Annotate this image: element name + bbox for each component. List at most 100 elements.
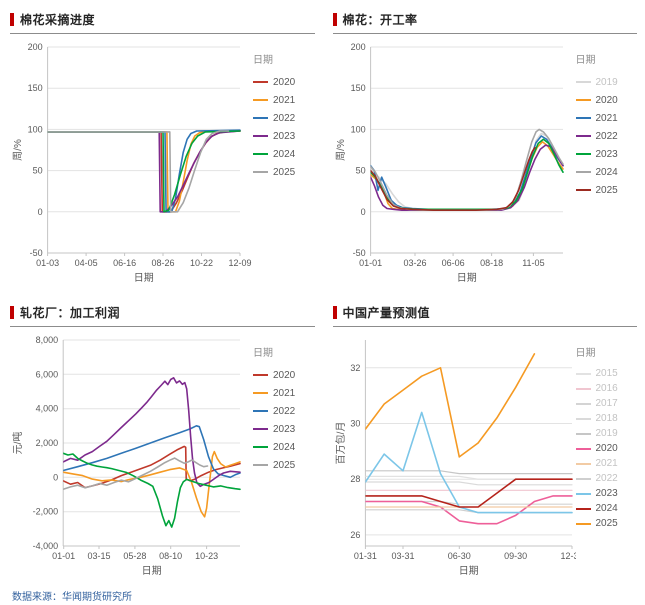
legend-swatch xyxy=(575,492,591,495)
legend-item-2021: 2021 xyxy=(253,91,313,109)
legend-label: 2024 xyxy=(595,503,618,514)
svg-text:150: 150 xyxy=(28,83,43,93)
svg-text:01-03: 01-03 xyxy=(36,258,59,268)
svg-text:-50: -50 xyxy=(352,248,365,258)
legend-item-2017: 2017 xyxy=(575,396,636,411)
chart-title: 棉花：开工率 xyxy=(342,13,418,27)
legend-item-2025: 2025 xyxy=(253,456,313,474)
series-line-2021 xyxy=(370,135,564,211)
svg-text:11-05: 11-05 xyxy=(522,258,544,268)
svg-text:32: 32 xyxy=(350,363,360,373)
chart-legend: 日期 2019 2020 2021 2022 2023 2024 2025 xyxy=(575,37,636,287)
svg-text:2,000: 2,000 xyxy=(36,438,59,448)
legend-swatch xyxy=(575,387,591,390)
legend-label: 2015 xyxy=(595,368,618,379)
series-line-2021 xyxy=(63,450,241,518)
legend-label: 2025 xyxy=(595,184,618,196)
panel-title-row: 中国产量预测值 xyxy=(332,301,637,327)
svg-text:元/吨: 元/吨 xyxy=(11,432,24,455)
legend-label: 2022 xyxy=(595,473,618,484)
legend-label: 2024 xyxy=(595,166,618,178)
legend-swatch xyxy=(575,135,591,137)
legend-label: 2020 xyxy=(595,94,618,106)
series-line-2018 xyxy=(364,481,573,486)
panel-title-row: 轧花厂：加工利润 xyxy=(10,301,315,327)
legend-swatch xyxy=(575,402,591,405)
series-line-2022 xyxy=(370,144,564,211)
legend-swatch xyxy=(253,446,268,448)
chart-title: 中国产量预测值 xyxy=(342,306,431,320)
line-chart: 26 28 30 32 01-31 03-31 06-30 09-30 12-31 日期 百万包/月 xyxy=(334,340,576,577)
legend-swatch xyxy=(575,81,591,83)
legend-item-2015: 2015 xyxy=(575,366,636,381)
svg-text:200: 200 xyxy=(350,42,365,52)
svg-text:10-23: 10-23 xyxy=(195,551,218,561)
legend-swatch xyxy=(575,507,591,510)
legend-swatch xyxy=(253,464,268,466)
svg-text:06-16: 06-16 xyxy=(113,258,136,268)
legend-swatch xyxy=(575,447,591,450)
svg-text:03-26: 03-26 xyxy=(403,258,426,268)
legend-item-2023: 2023 xyxy=(575,486,636,501)
series-line-2023 xyxy=(364,411,573,514)
series-line-2025 xyxy=(63,457,209,491)
chart-body: 2628303201-3103-3106-3009-3012-31日期百万包/月… xyxy=(333,327,638,580)
legend-swatch xyxy=(253,135,268,137)
legend-item-2018: 2018 xyxy=(575,411,636,426)
legend-swatch xyxy=(575,153,591,155)
svg-text:12-31: 12-31 xyxy=(560,551,576,561)
svg-text:01-31: 01-31 xyxy=(353,551,376,561)
line-chart: -50 0 50 100 150 200 01-03 04-05 06-16 08-26 10-22… xyxy=(12,42,252,284)
series-line-2025 xyxy=(364,353,535,458)
legend-swatch xyxy=(575,372,591,375)
legend-swatch xyxy=(575,432,591,435)
panel-title-row: 棉花采摘进度 xyxy=(10,8,315,34)
svg-text:周/%: 周/% xyxy=(335,139,347,161)
legend-swatch xyxy=(253,81,268,83)
svg-text:03-15: 03-15 xyxy=(87,551,110,561)
legend-item-2019: 2019 xyxy=(575,73,636,91)
legend-label: 2024 xyxy=(273,148,296,160)
legend-item-2023: 2023 xyxy=(575,145,636,163)
legend-label: 2023 xyxy=(273,130,296,142)
svg-text:01-01: 01-01 xyxy=(52,551,75,561)
chart-legend: 日期 2020 2021 2022 2023 2024 2025 xyxy=(253,330,313,580)
svg-text:08-18: 08-18 xyxy=(480,258,503,268)
line-chart: -4,000 -2,000 0 2,000 4,000 6,000 8,000 01-01 03… xyxy=(11,335,241,577)
legend-item-2023: 2023 xyxy=(253,127,313,145)
series-line-2019 xyxy=(364,470,573,475)
legend-label: 2020 xyxy=(273,76,296,88)
series-line-2019 xyxy=(370,132,564,211)
legend-label: 2023 xyxy=(595,488,618,499)
legend-swatch xyxy=(575,417,591,420)
legend-item-2019: 2019 xyxy=(575,426,636,441)
legend-swatch xyxy=(575,189,591,191)
title-accent-bar xyxy=(10,13,14,26)
legend-label: 2020 xyxy=(273,369,296,381)
legend-label: 2025 xyxy=(273,459,296,471)
svg-text:百万包/月: 百万包/月 xyxy=(334,422,347,465)
svg-text:8,000: 8,000 xyxy=(36,335,59,345)
svg-text:06-30: 06-30 xyxy=(447,551,470,561)
legend-item-2024: 2024 xyxy=(575,501,636,516)
legend-item-2025: 2025 xyxy=(575,516,636,531)
svg-text:01-01: 01-01 xyxy=(359,258,382,268)
legend-title: 日期 xyxy=(253,55,273,66)
legend-label: 2018 xyxy=(595,413,618,424)
title-accent-bar xyxy=(10,306,14,319)
svg-text:0: 0 xyxy=(38,207,43,217)
legend-swatch xyxy=(253,410,268,412)
svg-text:日期: 日期 xyxy=(134,272,154,284)
legend-item-2021: 2021 xyxy=(253,384,313,402)
legend-swatch xyxy=(253,428,268,430)
title-accent-bar xyxy=(332,306,337,319)
legend-item-2020: 2020 xyxy=(575,91,636,109)
svg-text:08-26: 08-26 xyxy=(151,258,174,268)
svg-text:05-28: 05-28 xyxy=(123,551,146,561)
svg-text:周/%: 周/% xyxy=(12,139,24,161)
series-line-2024 xyxy=(63,452,241,528)
series-line-2024 xyxy=(370,128,564,211)
legend-swatch xyxy=(253,99,268,101)
legend-label: 2023 xyxy=(273,423,296,435)
